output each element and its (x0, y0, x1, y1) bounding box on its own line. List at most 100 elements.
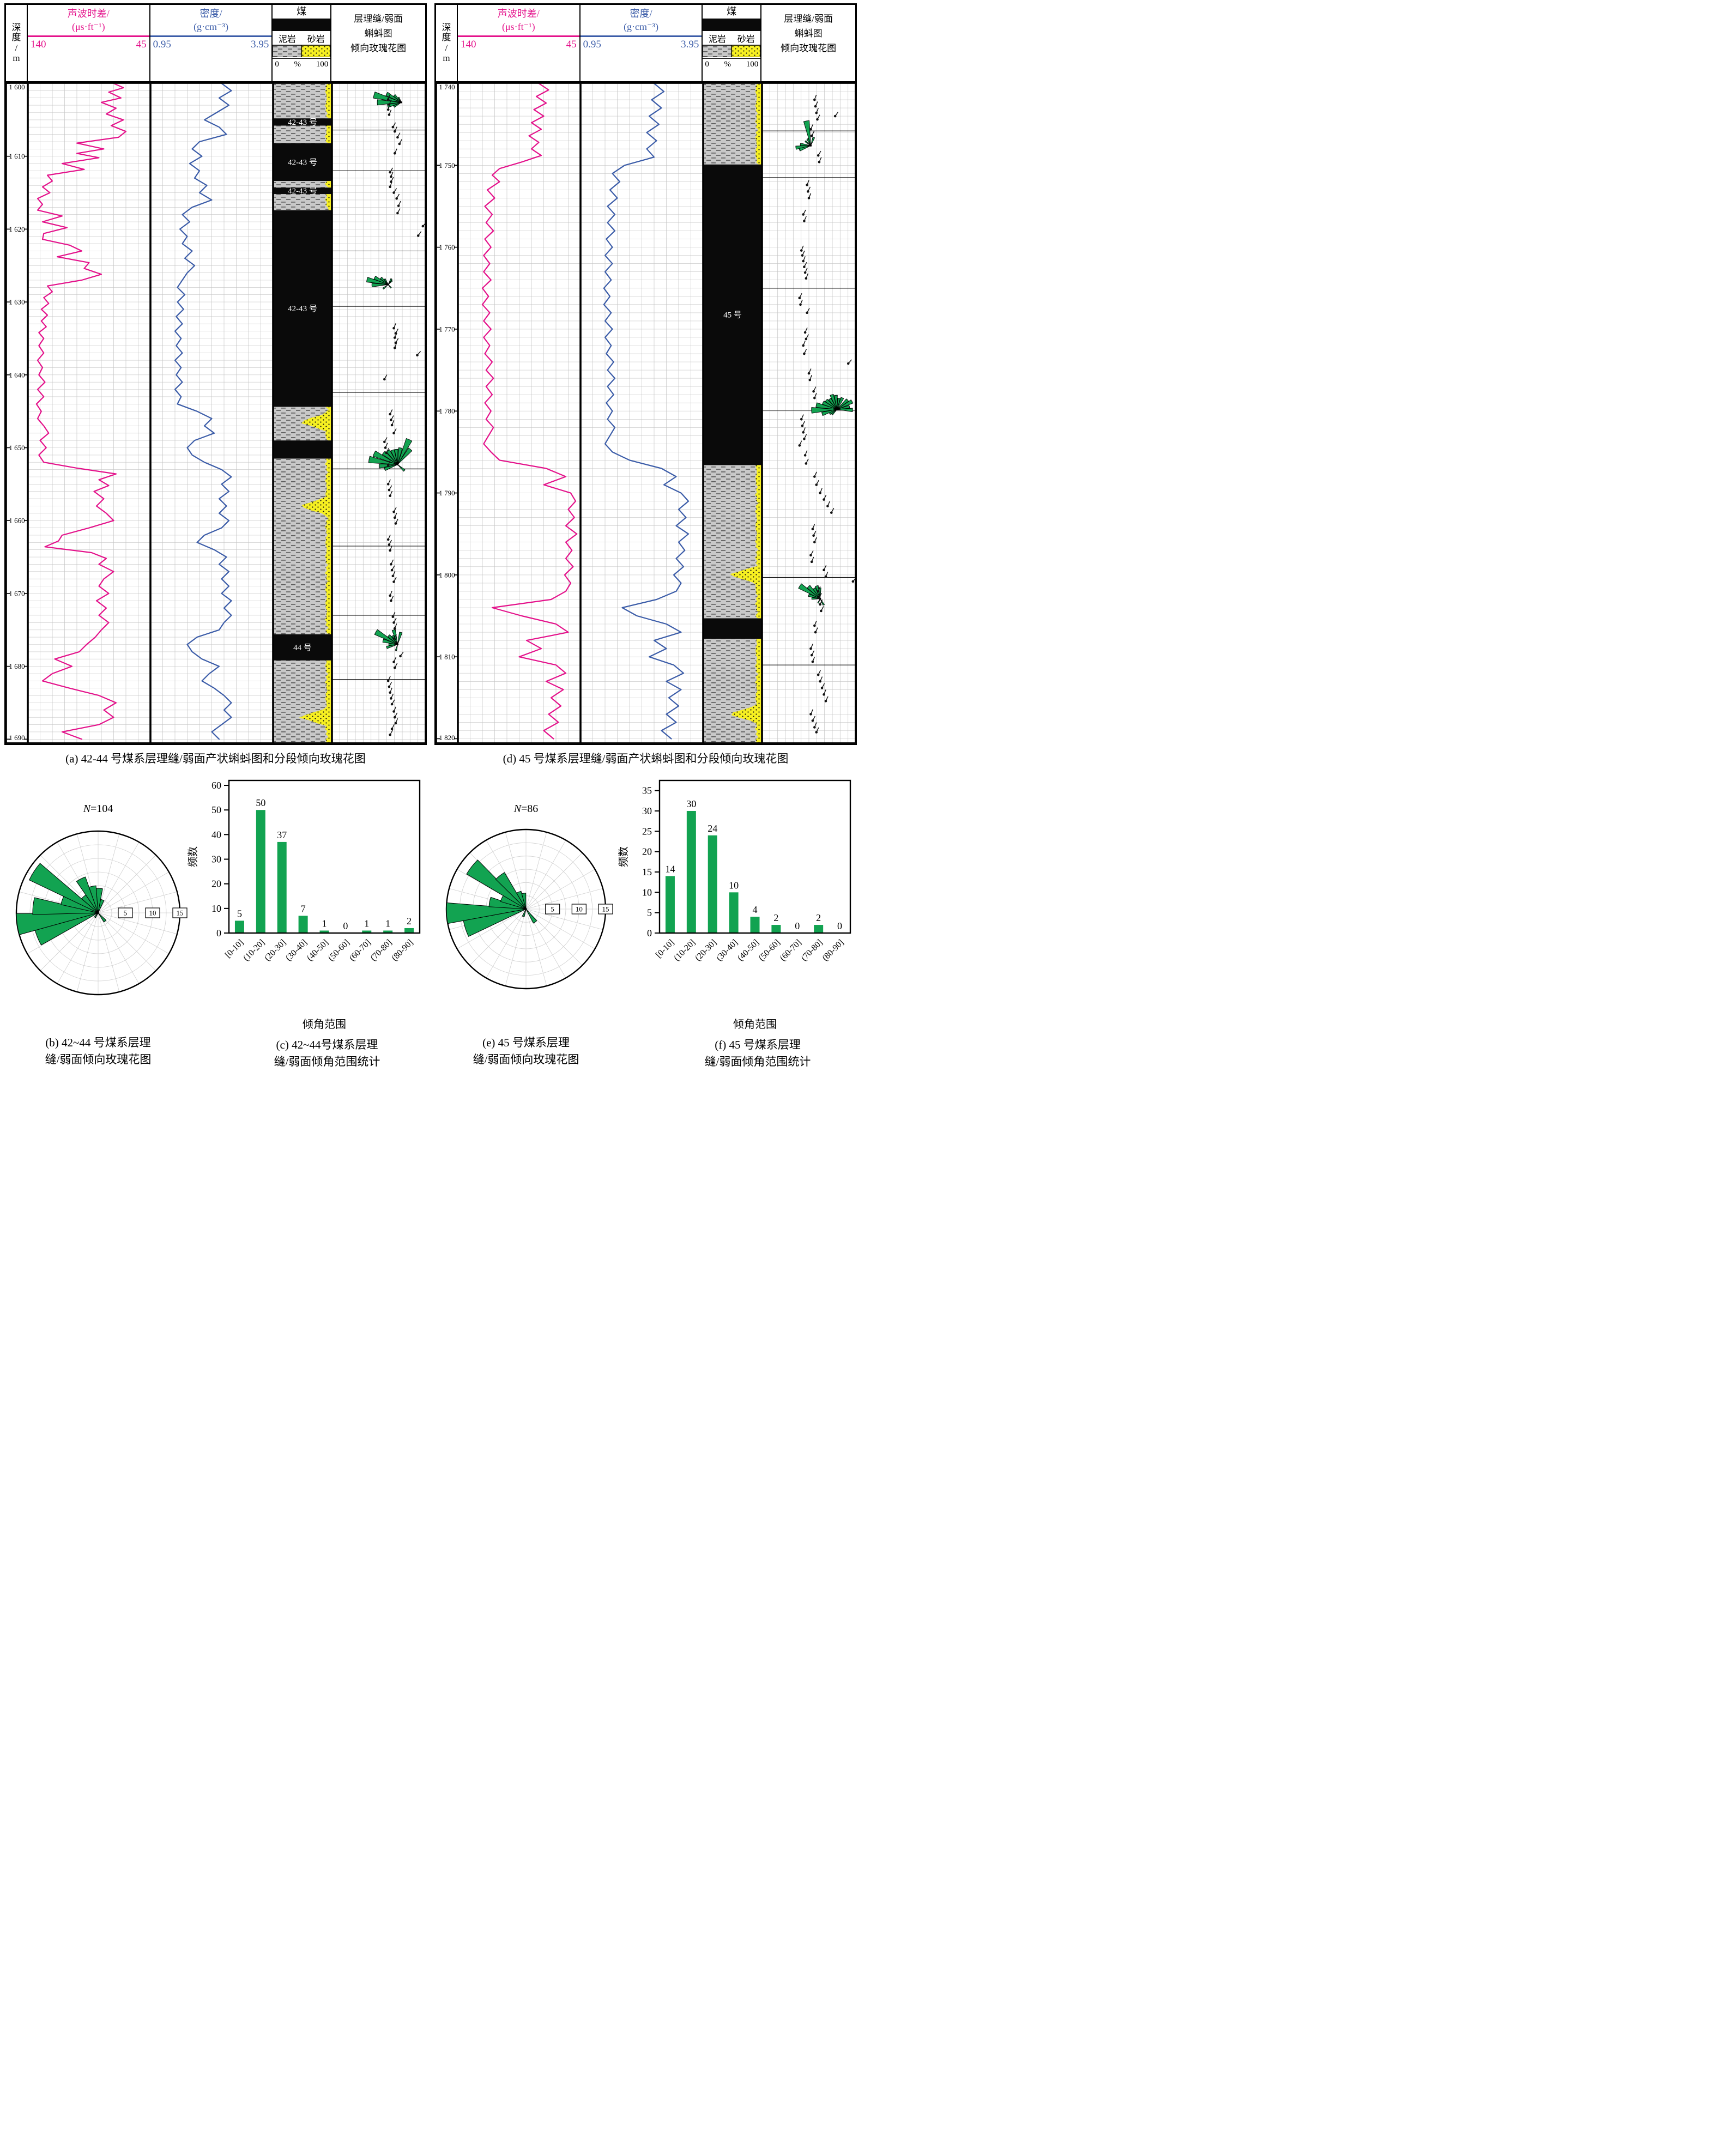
svg-text:频数: 频数 (618, 846, 630, 867)
depth-char: 深 (442, 22, 451, 33)
rose-svg-e: N=86 5 10 15 (445, 803, 613, 990)
svg-text:倾角范围: 倾角范围 (303, 1018, 346, 1031)
svg-text:30: 30 (211, 854, 221, 865)
svg-text:7: 7 (301, 903, 306, 914)
sonic-header: 声波时差/ (μs·ft⁻¹) 140 45 (27, 5, 150, 81)
rose-col-line1: 层理缝/弱面 (784, 14, 833, 24)
svg-text:30: 30 (686, 798, 696, 809)
caption-d: (d) 45 号煤系层理缝/弱面产状蝌蚪图和分段倾向玫瑰花图 (503, 752, 789, 765)
svg-text:10: 10 (149, 909, 156, 917)
svg-text:1 740: 1 740 (439, 83, 455, 91)
lithology-header: 煤 泥岩 砂岩 0 % 100 (703, 5, 762, 81)
svg-text:(30-40]: (30-40] (284, 938, 309, 963)
coal-legend-bar (273, 19, 331, 31)
svg-text:30: 30 (642, 806, 652, 816)
svg-text:44 号: 44 号 (293, 644, 312, 652)
svg-text:5: 5 (237, 908, 242, 919)
sonic-scale-max: 45 (566, 38, 577, 50)
percent-sign: % (294, 60, 301, 69)
svg-text:1 620: 1 620 (9, 225, 25, 233)
bar-svg-f: 0510152025303514[0-10]30(10-20]24(20-30]… (618, 779, 851, 1031)
sandstone-swatch (731, 45, 761, 57)
svg-text:1 780: 1 780 (439, 407, 455, 415)
svg-text:1 760: 1 760 (439, 243, 455, 251)
svg-text:10: 10 (729, 880, 739, 891)
sonic-unit: (μs·ft⁻¹) (502, 21, 535, 33)
svg-text:0: 0 (837, 920, 842, 931)
svg-text:(50-60]: (50-60] (757, 938, 782, 963)
lithology-legend-swatches (703, 45, 761, 59)
mudstone-swatch (703, 45, 732, 57)
svg-text:0: 0 (343, 920, 348, 931)
log-frame-d: 深 度 / m 声波时差/ (μs·ft⁻¹) 140 45 密度/ (g (434, 3, 857, 745)
log-track-svg-d: 45 号 1 740 1 750 1 760 1 770 1 780 1 790 1 800 1… (436, 83, 856, 743)
caption-f: (f) 45 号煤系层理 缝/弱面倾角范围统计 (649, 1037, 858, 1070)
svg-text:1 680: 1 680 (9, 662, 25, 670)
depth-char: m (443, 52, 450, 63)
caption-e-line2: 缝/弱面倾向玫瑰花图 (473, 1053, 579, 1066)
depth-char: / (15, 43, 18, 53)
svg-text:频数: 频数 (187, 846, 199, 867)
log-panel-d: 深 度 / m 声波时差/ (μs·ft⁻¹) 140 45 密度/ (g (434, 3, 857, 766)
coal-legend-bar (703, 19, 761, 31)
svg-text:(30-40]: (30-40] (715, 938, 740, 963)
svg-text:(10-20]: (10-20] (241, 938, 267, 963)
density-scale-rule (150, 35, 272, 37)
percent-min: 0 (275, 60, 279, 69)
depth-char: 度 (442, 32, 451, 43)
log-frame-a: 深 度 / m 声波时差/ (μs·ft⁻¹) 140 45 密度/ (g (4, 3, 427, 745)
density-header: 密度/ (g·cm⁻³) 0.95 3.95 (150, 5, 273, 81)
bar-chart-f: 0 5 10 15 20 25 30 35 14 [0-10] 30 (10-20] 24 (20-30]… (610, 767, 858, 1075)
rose-col-line3: 倾向玫瑰花图 (350, 43, 407, 54)
svg-text:42-43 号: 42-43 号 (288, 187, 317, 196)
density-scale-rule (580, 35, 702, 37)
bar-svg-c: 01020304050605[0-10]50(10-20]37(20-30]7(… (187, 779, 421, 1031)
svg-text:24: 24 (708, 823, 717, 834)
rose-col-line1: 层理缝/弱面 (354, 14, 403, 24)
coal-label: 煤 (727, 6, 737, 17)
caption-f-line1: (f) 45 号煤系层理 (715, 1038, 801, 1051)
percent-min: 0 (705, 60, 709, 69)
sonic-header: 声波时差/ (μs·ft⁻¹) 140 45 (457, 5, 581, 81)
svg-text:0: 0 (216, 928, 221, 938)
sonic-scale-min: 140 (30, 38, 46, 50)
svg-text:(60-70]: (60-70] (778, 938, 803, 963)
rose-col-line2: 蝌蚪图 (364, 28, 392, 39)
svg-text:2: 2 (816, 912, 821, 923)
tadpole-rose-header: 层理缝/弱面 蝌蚪图 倾向玫瑰花图 (331, 5, 425, 81)
mudstone-swatch (273, 45, 302, 57)
sonic-scale-rule (27, 35, 149, 37)
svg-text:42-43 号: 42-43 号 (288, 118, 317, 127)
svg-text:1 670: 1 670 (9, 589, 25, 597)
log-header-a: 深 度 / m 声波时差/ (μs·ft⁻¹) 140 45 密度/ (g (6, 5, 425, 83)
caption-c-line1: (c) 42~44号煤系层理 (276, 1038, 378, 1051)
caption-e: (e) 45 号煤系层理 缝/弱面倾向玫瑰花图 (433, 1034, 619, 1068)
svg-text:50: 50 (256, 797, 265, 808)
sonic-scale-rule (457, 35, 579, 37)
rose-diagram-b: N=104 5 10 15 (5, 801, 191, 1008)
sonic-title: 声波时差/ (497, 8, 540, 19)
svg-text:5: 5 (124, 909, 128, 917)
density-unit: (g·cm⁻³) (194, 21, 228, 33)
sandstone-label: 砂岩 (737, 34, 755, 44)
rose-col-line3: 倾向玫瑰花图 (781, 43, 837, 54)
svg-text:(20-30]: (20-30] (263, 938, 288, 963)
svg-text:1: 1 (364, 918, 369, 929)
density-unit: (g·cm⁻³) (624, 21, 658, 33)
svg-text:1 810: 1 810 (439, 653, 455, 661)
svg-text:1 640: 1 640 (9, 371, 25, 379)
caption-a: (a) 42-44 号煤系层理缝/弱面产状蝌蚪图和分段倾向玫瑰花图 (65, 752, 366, 765)
svg-text:4: 4 (753, 904, 758, 915)
density-header: 密度/ (g·cm⁻³) 0.95 3.95 (580, 5, 703, 81)
density-title: 密度/ (630, 8, 652, 19)
caption-b: (b) 42~44 号煤系层理 缝/弱面倾向玫瑰花图 (5, 1034, 191, 1068)
svg-text:15: 15 (642, 867, 652, 877)
svg-text:1 770: 1 770 (439, 325, 455, 333)
caption-f-line2: 缝/弱面倾角范围统计 (704, 1055, 811, 1068)
svg-text:(40-50]: (40-50] (736, 938, 761, 963)
sonic-title: 声波时差/ (67, 8, 110, 19)
svg-text:(70-80]: (70-80] (800, 938, 825, 963)
log-track-svg-a: 42-43 号 42-43 号 42-43 号 42-43 号 44 号 1 600 1 6… (6, 83, 426, 743)
svg-text:40: 40 (211, 829, 221, 840)
depth-char: m (13, 52, 20, 63)
